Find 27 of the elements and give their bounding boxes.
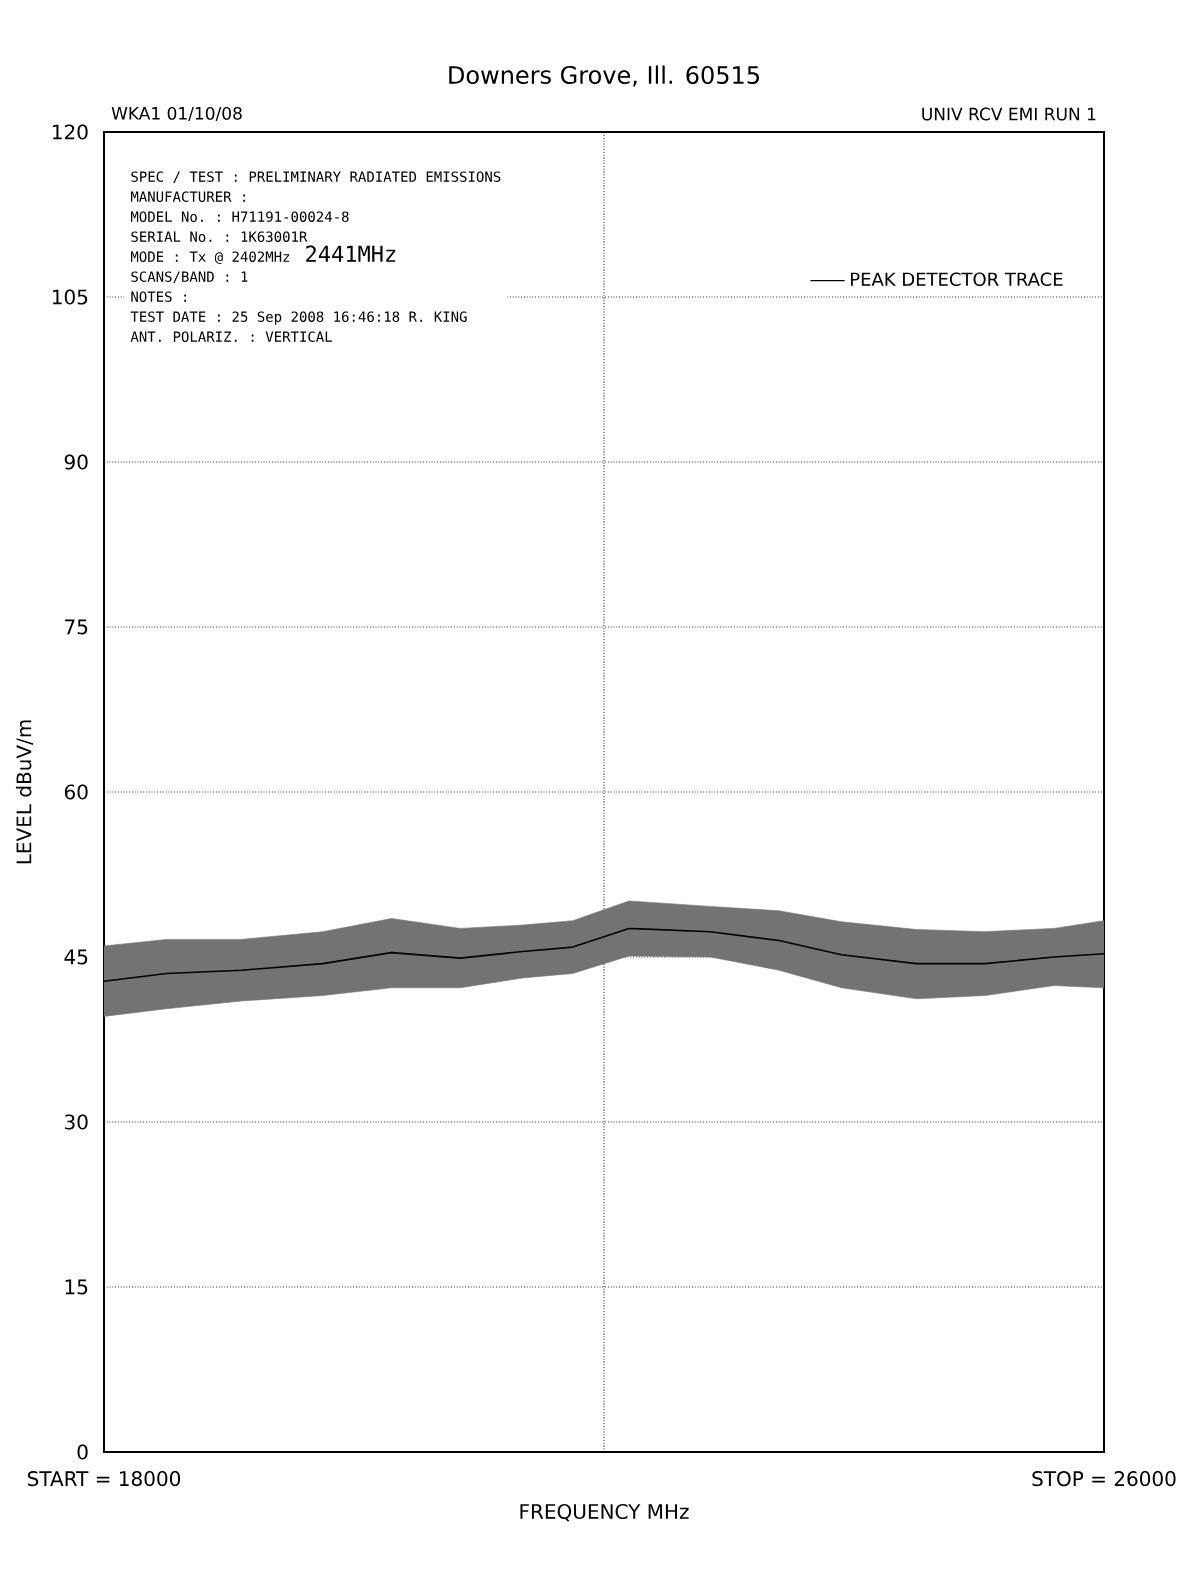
y-tick-label: 90: [64, 454, 88, 470]
annotation: NOTES :: [131, 291, 187, 302]
y-tick-label: 60: [65, 784, 88, 800]
annotation: SPEC / TEST : PRELIMINARY RADIATED EMISSIONS: [131, 171, 501, 184]
annotation: MODE : Tx @ 2402MHz: [131, 251, 290, 264]
chart-subtitle: Downers Grove, Ill. 60515: [449, 65, 760, 87]
annotation: MANUFACTURER :: [131, 191, 246, 202]
text: WKA1 01/10/08: [111, 106, 242, 122]
y-tick-label: 30: [65, 1114, 88, 1130]
legend-label: PEAK DETECTOR TRACE: [851, 272, 1063, 287]
annotation: ANT. POLARIZ. : VERTICAL: [130, 331, 333, 342]
annotation: SERIAL No. : 1K63001R: [131, 231, 308, 242]
text: UNIV RCV EMI RUN 1: [922, 107, 1096, 121]
x-tick-label: STOP = 26000: [1032, 1471, 1176, 1487]
y-tick-label: 105: [53, 289, 88, 305]
annotation: 2441MHz: [306, 245, 396, 262]
y-tick-label: 15: [65, 1279, 88, 1295]
y-axis-title: LEVEL dBuV/m: [16, 720, 34, 864]
y-tick-label: 0: [77, 1444, 88, 1460]
y-tick-label: 75: [65, 619, 88, 635]
x-axis-title: FREQUENCY MHz: [520, 1503, 689, 1522]
y-tick-label: 120: [53, 124, 88, 140]
annotation: SCANS/BAND : 1: [131, 271, 248, 284]
x-tick-label: START = 18000: [28, 1471, 181, 1487]
y-tick-label: 45: [64, 949, 88, 965]
annotation: TEST DATE : 25 Sep 2008 16:46:18 R. KING: [130, 311, 467, 325]
annotation: MODEL No. : H71191-00024-8: [131, 211, 349, 222]
